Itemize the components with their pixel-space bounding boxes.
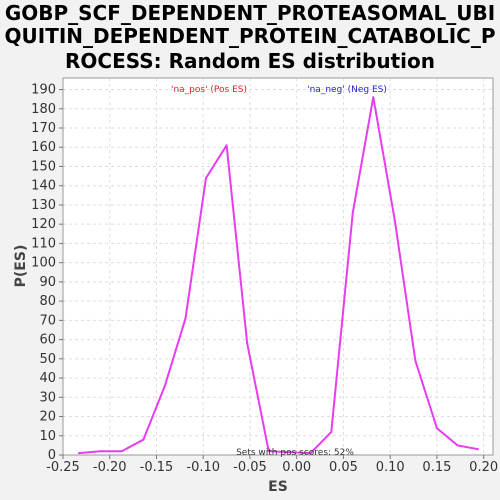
y-tick-label: 120	[31, 217, 56, 232]
y-tick-label: 40	[39, 371, 56, 386]
data-point	[99, 450, 102, 453]
y-axis-label: P(ES)	[13, 245, 29, 288]
data-point	[330, 430, 333, 433]
grid-lines	[62, 78, 493, 456]
y-tick-label: 30	[39, 390, 56, 405]
y-tick-label: 140	[31, 179, 56, 194]
x-tick-label: -0.15	[140, 460, 174, 475]
x-tick-label: 0.20	[469, 460, 498, 475]
x-tick-label: -0.20	[93, 460, 127, 475]
data-point	[372, 96, 375, 99]
y-tick-label: 0	[48, 448, 56, 463]
y-tick-label: 60	[39, 333, 56, 348]
x-tick-label: 0.05	[329, 460, 358, 475]
x-axis-ticks: -0.25 -0.20 -0.15 -0.10 -0.05 0.00 0.05 0.10 0.1…	[46, 455, 498, 475]
x-tick-label: 0.00	[282, 460, 311, 475]
x-tick-label: -0.25	[46, 460, 80, 475]
y-tick-label: 90	[39, 275, 56, 290]
chart-title-line-2: QUITIN_DEPENDENT_PROTEIN_CATABOLIC_P	[5, 24, 496, 48]
y-tick-label: 20	[39, 410, 56, 425]
x-tick-label: 0.10	[376, 460, 405, 475]
y-tick-label: 10	[39, 429, 56, 444]
data-point	[77, 452, 80, 455]
y-tick-label: 170	[31, 121, 56, 136]
plot-area	[63, 78, 493, 455]
y-tick-label: 180	[31, 102, 56, 117]
data-point	[309, 452, 312, 455]
pos-scores-annotation: Sets with pos scores: 52%	[236, 448, 354, 458]
x-tick-label: 0.15	[422, 460, 451, 475]
y-tick-label: 50	[39, 352, 56, 367]
data-point	[435, 427, 438, 430]
data-point	[142, 438, 145, 441]
data-point	[267, 450, 270, 453]
x-tick-label: -0.05	[233, 460, 267, 475]
data-point	[225, 144, 228, 147]
x-tick-label: -0.10	[186, 460, 220, 475]
y-tick-label: 110	[31, 236, 56, 251]
axes	[62, 77, 494, 456]
y-tick-label: 130	[31, 198, 56, 213]
data-point	[120, 450, 123, 453]
y-tick-label: 190	[31, 83, 56, 98]
y-tick-label: 150	[31, 159, 56, 174]
data-point	[351, 211, 354, 214]
data-point	[205, 177, 208, 180]
y-tick-label: 70	[39, 313, 56, 328]
legend-pos-label: 'na_pos' (Pos ES)	[171, 85, 247, 95]
data-point	[184, 317, 187, 320]
data-point	[477, 448, 480, 451]
series-layer	[77, 96, 480, 455]
y-tick-label: 100	[31, 256, 56, 271]
x-axis-label: ES	[268, 479, 288, 495]
chart-title-line-3: ROCESS: Random ES distribution	[65, 49, 435, 73]
plot-border	[62, 77, 494, 456]
data-point	[414, 359, 417, 362]
legend-neg-label: 'na_neg' (Neg ES)	[307, 85, 387, 95]
y-axis-ticks: 0 10 20 30 40 50 60 70 80 90 100 110 120 130 140 150 160…	[31, 83, 63, 463]
data-point	[456, 444, 459, 447]
data-point	[393, 219, 396, 222]
data-point	[163, 384, 166, 387]
data-point	[246, 342, 249, 345]
y-tick-label: 80	[39, 294, 56, 309]
chart-title: GOBP_SCF_DEPENDENT_PROTEASOMAL_UBI QUITI…	[5, 1, 496, 73]
chart-title-line-1: GOBP_SCF_DEPENDENT_PROTEASOMAL_UBI	[5, 1, 495, 25]
y-tick-label: 160	[31, 140, 56, 155]
